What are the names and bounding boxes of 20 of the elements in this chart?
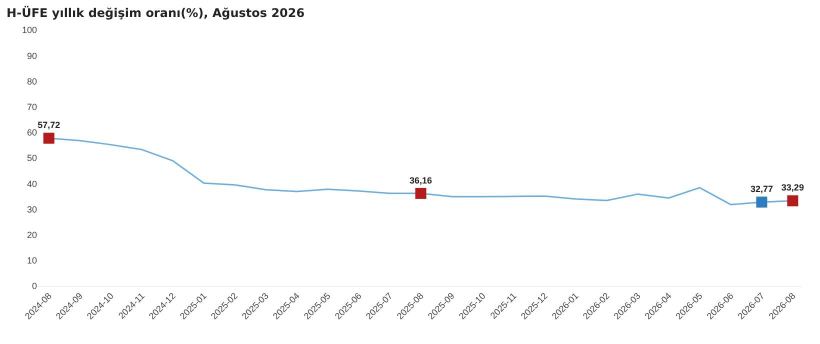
y-tick-label: 20 <box>26 230 37 240</box>
point <box>43 132 54 144</box>
y-tick-label: 50 <box>26 153 37 164</box>
y-tick-label: 80 <box>26 76 37 86</box>
y-tick-label: 70 <box>26 102 37 112</box>
y-tick-label: 10 <box>26 256 37 266</box>
data-label: 33,29 <box>781 182 804 193</box>
point <box>787 195 798 206</box>
point <box>756 196 768 208</box>
y-tick-label: 0 <box>32 281 37 292</box>
chart-title: H-ÜFE yıllık değişim oranı(%), Ağustos 2026 <box>6 5 305 20</box>
data-label: 36,16 <box>410 175 432 186</box>
data-label: 32,77 <box>750 184 773 194</box>
y-tick-label: 40 <box>26 178 37 189</box>
y-tick-label: 60 <box>26 128 37 138</box>
y-tick-label: 90 <box>26 50 37 61</box>
y-tick-label: 100 <box>22 25 37 36</box>
data-label: 57,72 <box>38 120 60 130</box>
point <box>415 188 426 199</box>
y-tick-label: 30 <box>26 204 37 214</box>
